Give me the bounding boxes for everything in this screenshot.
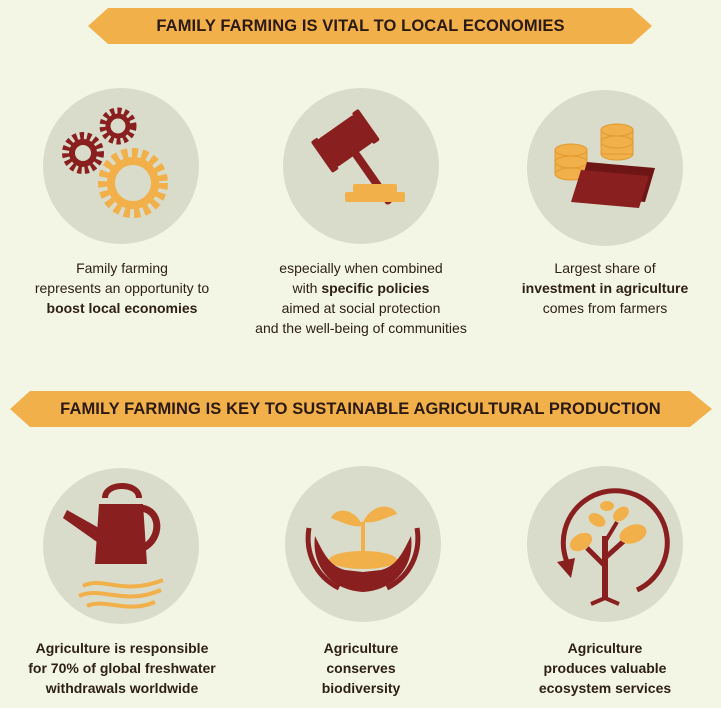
watering-can-icon-circle — [43, 468, 199, 624]
gears-icon-circle — [43, 88, 199, 244]
caption-bold-line: Agriculture — [567, 640, 643, 656]
caption-text: with — [292, 280, 322, 296]
coins-icon-circle — [527, 90, 683, 246]
caption-line: and the well-being of communities — [255, 320, 467, 336]
caption-bold-line: boost local economies — [46, 300, 198, 316]
caption-freshwater: Agriculture is responsible for 70% of gl… — [0, 638, 244, 698]
caption-bold-line: ecosystem services — [538, 680, 672, 696]
caption-bold-line: for 70% of global freshwater — [28, 660, 216, 676]
watering-can-icon — [63, 483, 164, 609]
caption-bold-line: withdrawals worldwide — [45, 680, 199, 696]
hands-seedling-icon — [305, 506, 421, 592]
caption-line-mixed: with specific policies — [241, 278, 481, 298]
banner-ribbon-shape — [10, 391, 712, 427]
caption-bold-line: produces valuable — [543, 660, 667, 676]
caption-specific-policies: especially when combined with specific p… — [241, 258, 481, 338]
section1-banner: FAMILY FARMING IS VITAL TO LOCAL ECONOMI… — [0, 6, 721, 46]
caption-bold-line: Agriculture is responsible — [35, 640, 209, 656]
caption-line: represents an opportunity to — [34, 280, 210, 296]
hands-seedling-icon-circle — [285, 466, 441, 622]
caption-bold-line: Agriculture — [323, 640, 399, 656]
section1-banner-title: FAMILY FARMING IS VITAL TO LOCAL ECONOMI… — [156, 17, 565, 35]
gavel-icon-circle — [283, 88, 439, 244]
caption-bold-line: investment in agriculture — [521, 280, 689, 296]
section2-banner: FAMILY FARMING IS KEY TO SUSTAINABLE AGR… — [0, 389, 721, 429]
caption-line: aimed at social protection — [281, 300, 441, 316]
caption-line: especially when combined — [279, 260, 443, 276]
gavel-icon — [311, 109, 405, 205]
caption-investment-agriculture: Largest share of investment in agricultu… — [485, 258, 721, 318]
caption-bold-text: specific policies — [321, 280, 430, 296]
caption-bold-line: biodiversity — [321, 680, 401, 696]
coins-icon — [554, 123, 655, 208]
tree-cycle-icon — [557, 488, 670, 606]
caption-biodiversity: Agriculture conserves biodiversity — [241, 638, 481, 698]
section2-banner-title: FAMILY FARMING IS KEY TO SUSTAINABLE AGR… — [60, 400, 661, 418]
caption-line: Largest share of — [554, 260, 656, 276]
tree-cycle-icon-circle — [527, 466, 683, 622]
banner-ribbon-shape — [88, 8, 652, 44]
caption-boost-local-economies: Family farming represents an opportunity… — [0, 258, 244, 318]
caption-ecosystem-services: Agriculture produces valuable ecosystem … — [485, 638, 721, 698]
caption-line: Family farming — [76, 260, 168, 276]
caption-line: comes from farmers — [542, 300, 668, 316]
gears-icon — [62, 107, 168, 218]
caption-bold-line: conserves — [326, 660, 396, 676]
